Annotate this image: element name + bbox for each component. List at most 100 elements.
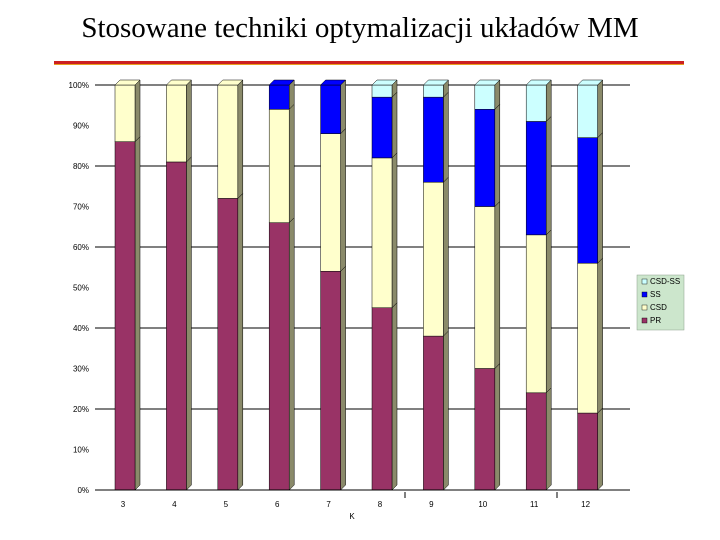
bar-segment-side (340, 127, 346, 272)
x-tick-label: 5 (224, 500, 229, 509)
y-tick-label: 40% (73, 324, 89, 333)
bar-segment-csd (114, 84, 136, 142)
bar-segment-side (545, 79, 552, 123)
bar-top-cap (371, 79, 398, 86)
y-tick-label: 50% (73, 284, 89, 293)
bar-segment-ss (525, 121, 547, 236)
x-tick-label: 3 (121, 500, 126, 509)
y-tick-label: 60% (73, 243, 89, 252)
bar-segment-pr (166, 161, 187, 491)
bar-segment-pr (217, 198, 239, 491)
bar-segment-csd (525, 234, 547, 394)
bar-segment-pr (474, 368, 496, 491)
bar-segment-pr (525, 392, 547, 491)
x-axis-label: K (349, 512, 355, 521)
bar-segment-csd-ss (423, 84, 444, 98)
legend-swatch (641, 291, 648, 298)
legend-swatch (641, 278, 648, 285)
x-tick-label: 10 (478, 500, 487, 509)
legend-swatch (641, 304, 648, 311)
bar-segment-side (545, 115, 552, 236)
x-axis-ticks: 3 4 5 6 7 8 9 10 11 12 (95, 489, 630, 509)
bar-segment-side (494, 103, 501, 208)
legend-swatch (641, 317, 648, 324)
y-tick-label: 70% (73, 203, 89, 212)
bar-segment-side (443, 176, 449, 337)
y-tick-label: 90% (73, 122, 89, 131)
bar-segment-pr (371, 307, 393, 491)
bar-top-cap (319, 79, 347, 86)
bar-segment-side (237, 192, 244, 491)
bar-segment-side (391, 91, 398, 159)
bar-segment-side (545, 387, 552, 491)
bar-top-cap (474, 79, 501, 86)
bar-segment-csd (423, 181, 444, 337)
x-tick-label: 12 (581, 500, 590, 509)
y-axis-ticks: 0% 10% 20% 30% 40% 50% 60% 70% 80% 90% 100% (69, 81, 89, 495)
bar-segment-csd-ss (474, 84, 496, 110)
bar-top-cap (576, 79, 604, 86)
y-tick-label: 80% (73, 162, 89, 171)
bar-segment-csd (320, 133, 341, 272)
legend-entry: PR (650, 316, 661, 325)
bar-segment-ss (423, 96, 444, 183)
bar-segment-ss (268, 84, 290, 110)
bar-segment-side (597, 257, 603, 414)
bar-segment-pr (114, 141, 136, 491)
bar-segment-csd (371, 157, 393, 308)
bar-segment-side (545, 229, 552, 394)
bar-top-cap (422, 79, 450, 86)
bar-top-cap (165, 79, 193, 86)
bar-segment-pr (268, 222, 290, 491)
y-tick-label: 20% (73, 405, 89, 414)
bar-segment-pr (320, 271, 341, 491)
bar-segment-csd (268, 109, 290, 223)
bar-segment-side (443, 330, 449, 491)
bar-segment-side (597, 407, 603, 491)
bar-segment-side (443, 91, 449, 183)
x-tick-label: 8 (378, 500, 383, 509)
bar-segment-side (186, 79, 192, 163)
x-tick-label: 6 (275, 500, 280, 509)
bar-top-cap (268, 79, 295, 86)
bar-segment-side (237, 79, 244, 200)
bar-segment-csd-ss (371, 84, 393, 98)
bar-segment-ss (474, 109, 496, 207)
bars (114, 79, 604, 491)
y-tick-label: 10% (73, 446, 89, 455)
bar-segment-side (340, 265, 346, 491)
legend-entry: CSD (650, 303, 667, 312)
bar-segment-side (597, 79, 603, 139)
bar-segment-side (391, 302, 398, 491)
slide-title: Stosowane techniki optymalizacji układów… (81, 12, 639, 44)
bar-segment-pr (577, 412, 598, 491)
y-tick-label: 0% (77, 486, 89, 495)
x-tick-label: 7 (326, 500, 331, 509)
y-tick-label: 30% (73, 365, 89, 374)
bar-segment-side (288, 103, 295, 224)
bar-top-cap (217, 79, 244, 86)
title-underline (54, 61, 684, 65)
y-tick-label: 100% (69, 81, 89, 90)
bar-segment-side (288, 217, 295, 491)
bar-segment-side (134, 136, 141, 491)
bar-segment-csd (166, 84, 187, 163)
bar-segment-ss (320, 84, 341, 134)
bar-segment-ss (577, 137, 598, 264)
x-tick-label: 11 (530, 500, 539, 509)
bar-segment-side (494, 362, 501, 491)
bar-segment-pr (423, 335, 444, 491)
x-tick-label: 9 (429, 500, 434, 509)
bar-top-cap (114, 79, 141, 86)
bar-segment-side (134, 79, 141, 143)
bar-segment-side (494, 200, 501, 370)
bar-segment-csd (474, 206, 496, 369)
legend: CSD-SS SS CSD PR (636, 274, 685, 331)
bar-segment-csd-ss (525, 84, 547, 122)
bar-segment-ss (371, 96, 393, 159)
bar-segment-side (597, 132, 603, 264)
bar-segment-side (340, 79, 346, 135)
x-tick-label: 4 (172, 500, 177, 509)
bar-segment-side (391, 152, 398, 309)
